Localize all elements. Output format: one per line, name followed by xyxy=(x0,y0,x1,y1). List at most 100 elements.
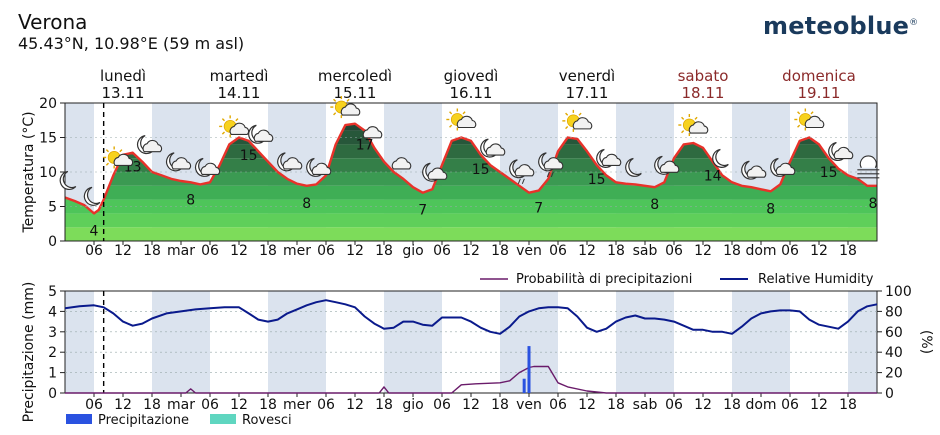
temp-value-label: 7 xyxy=(418,203,427,219)
pct-ytick-label: 40 xyxy=(885,345,903,361)
pct-ytick-label: 20 xyxy=(885,366,903,382)
sun-ray xyxy=(797,124,801,128)
temp-xtick-label: 06 xyxy=(665,243,683,259)
day-date: 14.11 xyxy=(217,84,261,102)
moon-cloud-icon xyxy=(194,157,221,177)
temp-xtick-label: 12 xyxy=(462,243,480,259)
moon-icon xyxy=(625,157,642,177)
precipitation-bar xyxy=(522,378,526,393)
temp-xtick-label: 12 xyxy=(114,243,132,259)
sun-ray xyxy=(221,131,226,135)
precip-xtick-label: mer xyxy=(283,397,311,413)
temp-value-label: 8 xyxy=(766,201,775,217)
day-header-2: mercoledì 15.11 xyxy=(295,68,415,102)
temp-band-3 xyxy=(65,185,877,200)
temp-xtick-label: gio xyxy=(402,243,423,259)
sun-ray xyxy=(462,111,466,115)
moon-crescent xyxy=(59,170,77,191)
fog-cloud xyxy=(859,155,877,169)
temp-xtick-label: 12 xyxy=(578,243,596,259)
pct-ylabel: (%) xyxy=(918,330,934,354)
precip-xtick-label: 06 xyxy=(549,397,567,413)
cloud-shape xyxy=(833,146,854,160)
precip-xtick-label: 18 xyxy=(143,397,161,413)
temp-band-4 xyxy=(65,172,877,186)
moon-cloud-icon xyxy=(277,152,303,172)
night-band-1-5 xyxy=(616,291,674,393)
cloud-shape xyxy=(113,153,134,166)
day-header-3: giovedì 16.11 xyxy=(411,68,531,102)
rain-drop xyxy=(521,178,525,184)
precip-xtick-label: 06 xyxy=(665,397,683,413)
temp-value-label: 8 xyxy=(650,197,659,213)
day-header-1: martedì 14.11 xyxy=(179,68,299,102)
sun-cloud-icon xyxy=(103,146,134,169)
day-header-5: sabato 18.11 xyxy=(643,68,763,102)
temp-value-label: 15 xyxy=(472,162,490,178)
precip-xtick-label: ven xyxy=(516,397,542,413)
moon-icon xyxy=(83,186,101,206)
precip-ytick-label: 1 xyxy=(48,366,57,382)
temp-xtick-label: 06 xyxy=(317,243,335,259)
pct-ytick-label: 80 xyxy=(885,304,903,320)
precip-xtick-label: 12 xyxy=(462,397,480,413)
moon-cloud-icon xyxy=(306,157,332,177)
temp-value-label: 4 xyxy=(90,223,99,239)
legend-showers-swatch xyxy=(210,414,236,424)
day-name: venerdì xyxy=(558,67,616,85)
precipitation-bar xyxy=(527,346,531,393)
series-relative-humidity xyxy=(64,299,878,335)
day-header-0: lunedì 13.11 xyxy=(63,68,183,102)
temp-xtick-label: 12 xyxy=(230,243,248,259)
sun-ray xyxy=(449,124,453,128)
day-header-4: venerdì 17.11 xyxy=(527,68,647,102)
temp-ytick-label: 5 xyxy=(48,200,57,216)
cloud-shape xyxy=(485,143,506,156)
temp-ylabel: Temperatura (°C) xyxy=(21,111,37,233)
sun-ray xyxy=(810,111,814,115)
sun-cloud-icon xyxy=(794,108,825,131)
temp-xtick-label: 06 xyxy=(85,243,103,259)
location-coordinates: 45.43°N, 10.98°E (59 m asl) xyxy=(18,34,245,53)
day-name: lunedì xyxy=(99,67,147,85)
temp-xtick-label: 18 xyxy=(607,243,625,259)
precip-xtick-label: 06 xyxy=(201,397,219,413)
sun-ray xyxy=(333,112,337,116)
cloud-icon xyxy=(391,157,412,170)
precip-xtick-label: 12 xyxy=(694,397,712,413)
cloud-shape xyxy=(456,115,477,129)
temp-xtick-label: mar xyxy=(167,243,195,259)
temp-xtick-label: 06 xyxy=(201,243,219,259)
precip-xtick-label: 18 xyxy=(375,397,393,413)
sun-ray xyxy=(346,98,350,102)
moon-crescent xyxy=(625,157,642,177)
pct-ytick-label: 0 xyxy=(885,386,894,402)
moon-cloud-icon xyxy=(770,157,796,177)
rain-drop xyxy=(517,178,521,184)
temp-ytick-label: 10 xyxy=(39,165,57,181)
cloud-shape xyxy=(200,162,221,175)
temp-xtick-label: 18 xyxy=(839,243,857,259)
temp-band-0 xyxy=(65,227,877,241)
temp-value-label: 7 xyxy=(534,201,543,217)
moon-rain-icon xyxy=(538,152,564,178)
temp-xtick-label: 18 xyxy=(375,243,393,259)
night-band-1-2 xyxy=(268,291,326,393)
temp-value-label: 15 xyxy=(240,148,258,164)
legend-precipitation-swatch xyxy=(66,414,92,424)
temp-xtick-label: dom xyxy=(745,243,776,259)
day-date: 18.11 xyxy=(681,84,725,102)
sun-ray xyxy=(681,130,685,134)
cloud-shape xyxy=(804,115,825,129)
temp-xtick-label: 12 xyxy=(694,243,712,259)
day-name: sabato xyxy=(677,67,729,85)
temp-value-label: 8 xyxy=(869,196,878,212)
day-date: 13.11 xyxy=(101,84,145,102)
sun-ray xyxy=(681,116,685,120)
sun-ray xyxy=(221,118,226,122)
temp-ytick-label: 20 xyxy=(39,96,57,112)
cloud-shape xyxy=(572,117,593,130)
temp-value-label: 14 xyxy=(704,169,722,185)
day-name: mercoledì xyxy=(317,67,393,85)
